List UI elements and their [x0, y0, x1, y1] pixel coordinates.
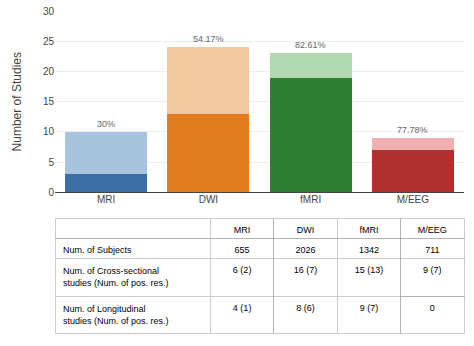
svg-text:54.17%: 54.17%: [193, 34, 224, 44]
svg-text:6 (2): 6 (2): [233, 265, 252, 275]
svg-text:9 (7): 9 (7): [423, 265, 442, 275]
svg-text:MRI: MRI: [97, 194, 115, 205]
svg-text:0: 0: [430, 303, 435, 313]
svg-text:fMRI: fMRI: [359, 225, 378, 235]
svg-text:655: 655: [235, 245, 250, 255]
svg-text:15 (13): 15 (13): [355, 265, 384, 275]
svg-text:30%: 30%: [97, 119, 115, 129]
svg-text:Num. of Longitudinalstudies (N: Num. of Longitudinalstudies (Num. of pos…: [63, 304, 169, 326]
svg-text:Num. of Cross-sectionalstudies: Num. of Cross-sectionalstudies (Num. of …: [63, 266, 169, 288]
svg-text:Number of Studies: Number of Studies: [10, 52, 24, 151]
svg-text:Num. of Subjects: Num. of Subjects: [63, 245, 132, 255]
svg-text:82.61%: 82.61%: [295, 40, 326, 50]
svg-text:0: 0: [48, 187, 54, 198]
svg-text:15: 15: [43, 96, 55, 107]
svg-text:DWI: DWI: [297, 225, 315, 235]
svg-text:77.78%: 77.78%: [397, 125, 428, 135]
svg-text:9 (7): 9 (7): [360, 303, 379, 313]
svg-text:16 (7): 16 (7): [294, 265, 318, 275]
svg-text:fMRI: fMRI: [300, 194, 321, 205]
svg-text:MRI: MRI: [234, 225, 251, 235]
svg-text:30: 30: [43, 6, 55, 17]
svg-text:4 (1): 4 (1): [233, 303, 252, 313]
svg-text:711: 711: [425, 245, 439, 255]
svg-text:10: 10: [43, 126, 55, 137]
svg-text:M/EEG: M/EEG: [418, 225, 447, 235]
svg-text:25: 25: [43, 36, 55, 47]
svg-text:8 (6): 8 (6): [296, 303, 315, 313]
svg-text:1342: 1342: [359, 245, 379, 255]
svg-text:2026: 2026: [295, 245, 315, 255]
svg-text:DWI: DWI: [199, 194, 218, 205]
svg-text:5: 5: [48, 157, 54, 168]
svg-text:M/EEG: M/EEG: [397, 194, 429, 205]
svg-text:20: 20: [43, 66, 55, 77]
